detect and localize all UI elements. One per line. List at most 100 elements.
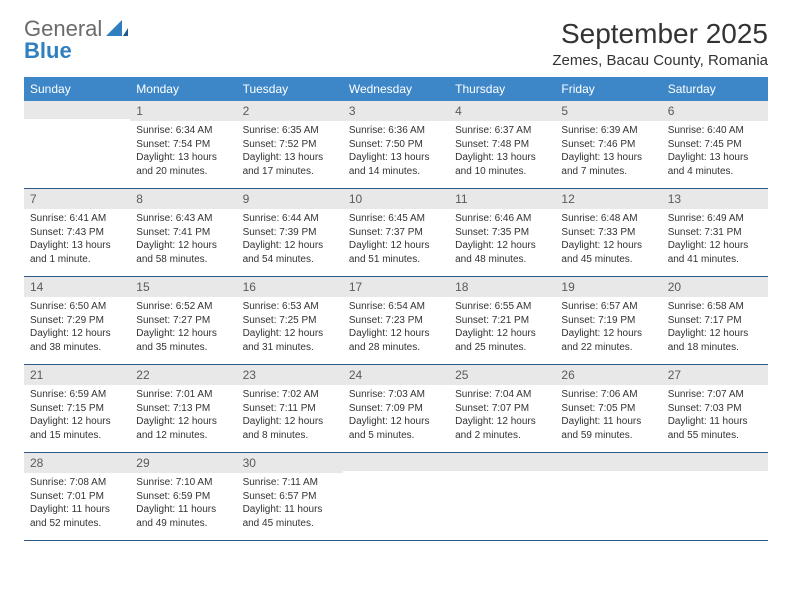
- day-line: Sunset: 7:43 PM: [30, 226, 124, 240]
- day-number: 26: [555, 365, 661, 385]
- calendar-cell: [24, 101, 130, 189]
- day-line: [455, 501, 549, 515]
- day-number: 1: [130, 101, 236, 121]
- day-body: Sunrise: 6:49 AMSunset: 7:31 PMDaylight:…: [662, 209, 768, 276]
- day-line: Sunrise: 6:43 AM: [136, 212, 230, 226]
- day-body: Sunrise: 7:10 AMSunset: 6:59 PMDaylight:…: [130, 473, 236, 540]
- day-line: Sunrise: 6:50 AM: [30, 300, 124, 314]
- day-line: Sunrise: 7:06 AM: [561, 388, 655, 402]
- day-line: Sunrise: 7:07 AM: [668, 388, 762, 402]
- calendar-cell: 9Sunrise: 6:44 AMSunset: 7:39 PMDaylight…: [237, 189, 343, 277]
- day-line: Daylight: 13 hours: [243, 151, 337, 165]
- day-line: and 49 minutes.: [136, 517, 230, 531]
- day-line: [30, 149, 124, 163]
- day-line: Daylight: 13 hours: [136, 151, 230, 165]
- day-body: Sunrise: 6:36 AMSunset: 7:50 PMDaylight:…: [343, 121, 449, 188]
- day-line: and 28 minutes.: [349, 341, 443, 355]
- day-line: and 41 minutes.: [668, 253, 762, 267]
- day-line: and 31 minutes.: [243, 341, 337, 355]
- day-line: Daylight: 11 hours: [243, 503, 337, 517]
- title-block: September 2025 Zemes, Bacau County, Roma…: [552, 18, 768, 69]
- day-line: Daylight: 13 hours: [561, 151, 655, 165]
- day-body: Sunrise: 6:59 AMSunset: 7:15 PMDaylight:…: [24, 385, 130, 452]
- day-body: Sunrise: 6:44 AMSunset: 7:39 PMDaylight:…: [237, 209, 343, 276]
- day-line: Daylight: 13 hours: [30, 239, 124, 253]
- weekday-fri: Friday: [555, 77, 661, 101]
- day-number: 2: [237, 101, 343, 121]
- day-line: Sunrise: 7:11 AM: [243, 476, 337, 490]
- day-line: Daylight: 12 hours: [243, 415, 337, 429]
- calendar-cell: 3Sunrise: 6:36 AMSunset: 7:50 PMDaylight…: [343, 101, 449, 189]
- day-line: Sunset: 7:01 PM: [30, 490, 124, 504]
- day-line: [349, 515, 443, 529]
- day-line: [668, 515, 762, 529]
- day-line: Sunrise: 6:46 AM: [455, 212, 549, 226]
- day-line: and 18 minutes.: [668, 341, 762, 355]
- day-number: 12: [555, 189, 661, 209]
- day-line: Sunset: 7:29 PM: [30, 314, 124, 328]
- day-number: 24: [343, 365, 449, 385]
- day-number: 13: [662, 189, 768, 209]
- calendar-cell: 29Sunrise: 7:10 AMSunset: 6:59 PMDayligh…: [130, 453, 236, 541]
- day-line: and 14 minutes.: [349, 165, 443, 179]
- day-line: Sunrise: 6:37 AM: [455, 124, 549, 138]
- day-line: Sunrise: 6:44 AM: [243, 212, 337, 226]
- day-line: Sunset: 6:59 PM: [136, 490, 230, 504]
- day-line: Sunrise: 6:58 AM: [668, 300, 762, 314]
- day-number: 30: [237, 453, 343, 473]
- day-number: 3: [343, 101, 449, 121]
- day-body: Sunrise: 6:46 AMSunset: 7:35 PMDaylight:…: [449, 209, 555, 276]
- calendar-cell: 30 Sunrise: 7:11 AMSunset: 6:57 PMDayligh…: [237, 453, 343, 541]
- calendar-cell: 24Sunrise: 7:03 AMSunset: 7:09 PMDayligh…: [343, 365, 449, 453]
- day-line: Daylight: 12 hours: [349, 239, 443, 253]
- day-number: 8: [130, 189, 236, 209]
- day-line: Sunset: 7:50 PM: [349, 138, 443, 152]
- day-line: Sunset: 7:07 PM: [455, 402, 549, 416]
- day-number: [555, 453, 661, 471]
- calendar-cell: 7Sunrise: 6:41 AMSunset: 7:43 PMDaylight…: [24, 189, 130, 277]
- day-number: [662, 453, 768, 471]
- day-number: 14: [24, 277, 130, 297]
- logo-sail-icon: [106, 20, 128, 36]
- calendar-cell: 19Sunrise: 6:57 AMSunset: 7:19 PMDayligh…: [555, 277, 661, 365]
- day-body: Sunrise: 6:52 AMSunset: 7:27 PMDaylight:…: [130, 297, 236, 364]
- day-number: 7: [24, 189, 130, 209]
- logo: General Blue: [24, 18, 128, 62]
- day-line: and 55 minutes.: [668, 429, 762, 443]
- calendar-cell: 22Sunrise: 7:01 AMSunset: 7:13 PMDayligh…: [130, 365, 236, 453]
- day-line: Sunset: 7:23 PM: [349, 314, 443, 328]
- day-line: and 15 minutes.: [30, 429, 124, 443]
- day-line: Sunrise: 6:53 AM: [243, 300, 337, 314]
- day-line: [349, 474, 443, 488]
- day-line: Sunset: 6:57 PM: [243, 490, 337, 504]
- day-line: Sunset: 7:46 PM: [561, 138, 655, 152]
- day-line: Daylight: 13 hours: [349, 151, 443, 165]
- calendar-cell: 23Sunrise: 7:02 AMSunset: 7:11 PMDayligh…: [237, 365, 343, 453]
- day-line: [668, 474, 762, 488]
- day-line: Sunrise: 6:57 AM: [561, 300, 655, 314]
- day-line: Sunset: 7:54 PM: [136, 138, 230, 152]
- day-line: Sunset: 7:11 PM: [243, 402, 337, 416]
- day-body: Sunrise: 6:57 AMSunset: 7:19 PMDaylight:…: [555, 297, 661, 364]
- day-body: [24, 119, 130, 186]
- day-line: Sunrise: 6:41 AM: [30, 212, 124, 226]
- calendar-cell: 10Sunrise: 6:45 AMSunset: 7:37 PMDayligh…: [343, 189, 449, 277]
- calendar-cell: [343, 453, 449, 541]
- day-line: Daylight: 12 hours: [561, 327, 655, 341]
- calendar-cell: 8Sunrise: 6:43 AMSunset: 7:41 PMDaylight…: [130, 189, 236, 277]
- day-line: Sunrise: 6:49 AM: [668, 212, 762, 226]
- weekday-sat: Saturday: [662, 77, 768, 101]
- calendar-cell: 15Sunrise: 6:52 AMSunset: 7:27 PMDayligh…: [130, 277, 236, 365]
- calendar-cell: 14Sunrise: 6:50 AMSunset: 7:29 PMDayligh…: [24, 277, 130, 365]
- calendar-cell: 13Sunrise: 6:49 AMSunset: 7:31 PMDayligh…: [662, 189, 768, 277]
- calendar-cell: 25Sunrise: 7:04 AMSunset: 7:07 PMDayligh…: [449, 365, 555, 453]
- day-line: Daylight: 12 hours: [136, 415, 230, 429]
- day-body: [449, 471, 555, 538]
- day-number: [449, 453, 555, 471]
- day-body: Sunrise: 6:41 AMSunset: 7:43 PMDaylight:…: [24, 209, 130, 276]
- day-line: [455, 488, 549, 502]
- day-line: Daylight: 12 hours: [243, 239, 337, 253]
- location: Zemes, Bacau County, Romania: [552, 52, 768, 69]
- day-line: Sunrise: 7:03 AM: [349, 388, 443, 402]
- day-body: Sunrise: 7:06 AMSunset: 7:05 PMDaylight:…: [555, 385, 661, 452]
